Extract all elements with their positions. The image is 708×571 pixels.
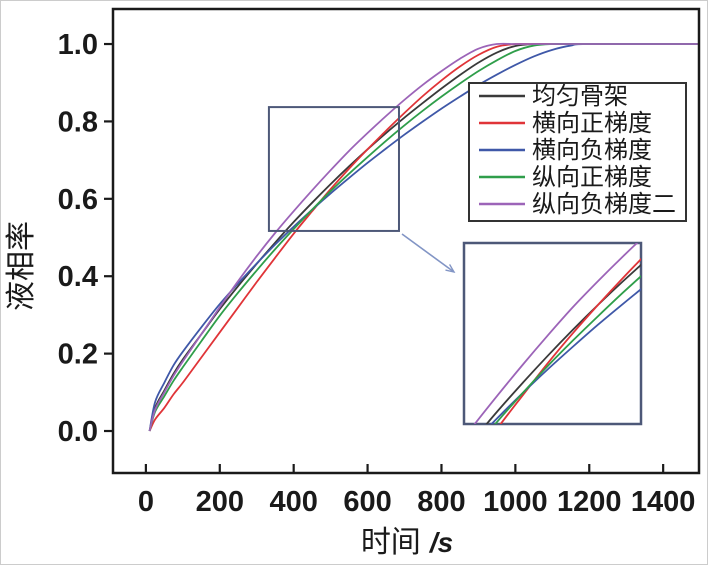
x-tick-label: 1400 — [631, 486, 696, 518]
legend-label: 纵向负梯度二 — [532, 191, 676, 218]
series-line-纵向负梯度二 — [473, 243, 639, 424]
y-axis-title: 液相率 — [5, 221, 38, 311]
plot-frame — [111, 7, 701, 475]
x-tick-label: 600 — [343, 486, 391, 518]
series-line-纵向正梯度 — [494, 275, 641, 424]
series-line-横向负梯度 — [490, 288, 641, 424]
inset-frame — [462, 241, 643, 426]
series-line-横向负梯度 — [148, 43, 699, 432]
x-tick-label: 1200 — [557, 486, 622, 518]
x-axis-title-unit: /s — [428, 527, 453, 558]
y-axis: 0.0 0.2 0.4 0.6 0.8 1.0 — [58, 29, 113, 448]
zoom-selection-group — [267, 106, 456, 274]
x-tick-label: 800 — [417, 486, 465, 518]
legend-label: 均匀骨架 — [532, 83, 628, 110]
x-tick-label: 200 — [196, 486, 244, 518]
legend-box — [468, 82, 687, 222]
legend-label: 纵向正梯度 — [532, 164, 652, 191]
x-axis: 0 200 400 600 800 1000 1200 1400 — [138, 464, 696, 518]
zoom-arrow — [401, 233, 456, 274]
y-tick-label: 0.0 — [58, 416, 98, 448]
curve-series-group — [148, 42, 699, 432]
y-tick-label: 0.4 — [58, 261, 98, 293]
y-tick-label: 0.8 — [58, 106, 98, 138]
x-axis-title: 时间/s — [361, 526, 453, 559]
x-tick-label: 1000 — [483, 486, 548, 518]
series-line-横向正梯度 — [499, 257, 641, 424]
legend-label: 横向负梯度 — [532, 137, 652, 164]
inset-plot — [462, 241, 643, 426]
legend-label: 横向正梯度 — [532, 110, 652, 137]
x-axis-title-text: 时间 — [361, 526, 421, 559]
y-tick-label: 0.6 — [58, 184, 98, 216]
y-tick-label: 0.2 — [58, 339, 98, 371]
series-line-纵向正梯度 — [148, 43, 699, 432]
y-tick-label: 1.0 — [58, 29, 98, 61]
zoom-selection-box — [267, 106, 400, 232]
series-line-纵向负梯度二 — [148, 42, 699, 432]
x-tick-label: 0 — [138, 486, 154, 518]
x-tick-label: 400 — [269, 486, 317, 518]
